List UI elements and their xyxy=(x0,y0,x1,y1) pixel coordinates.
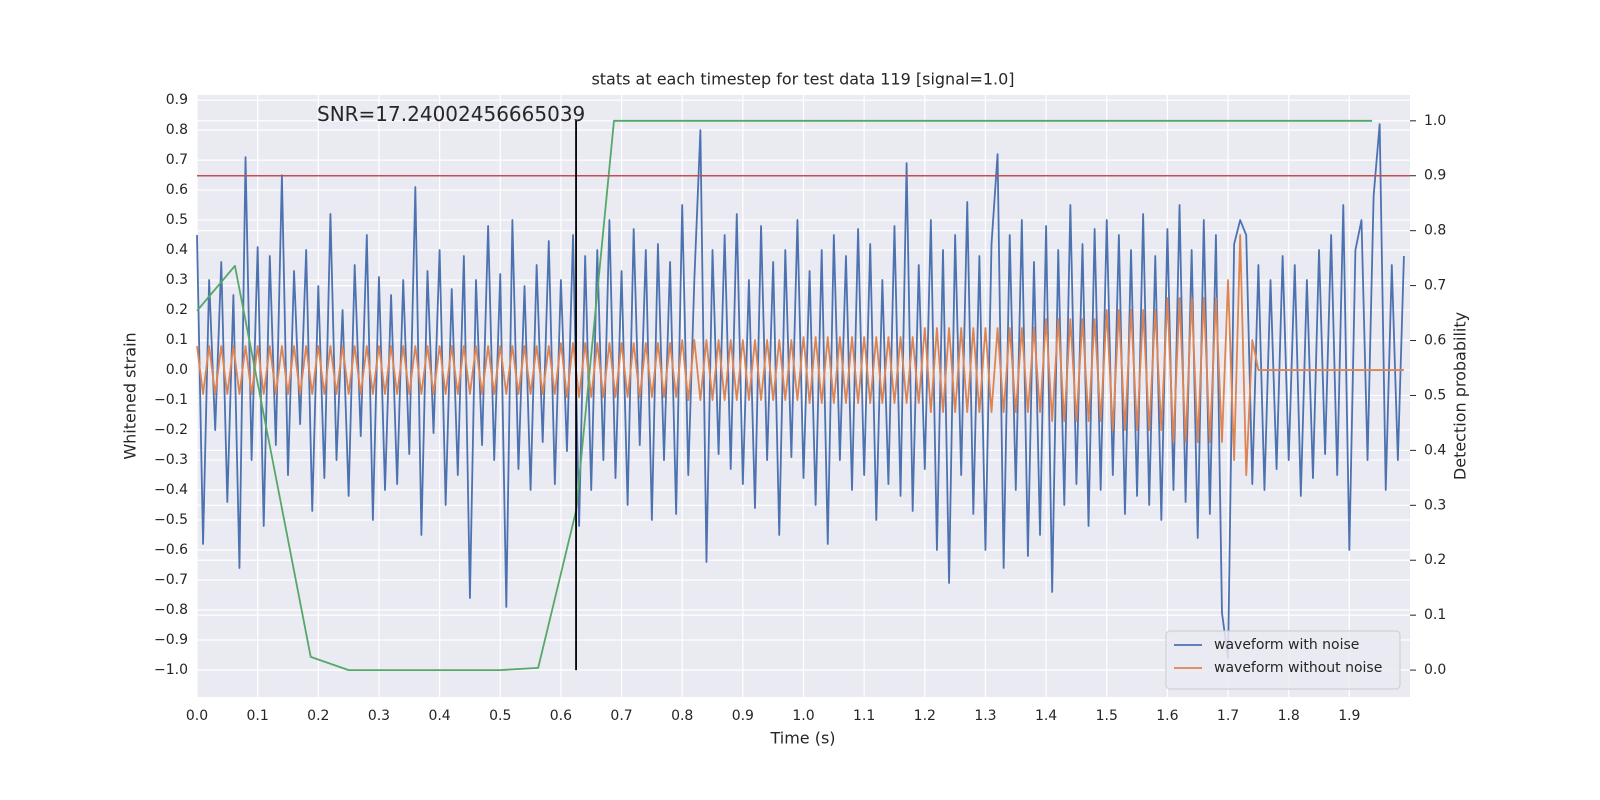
x-tick-label: 1.7 xyxy=(1217,708,1239,724)
y-tick-label: −0.6 xyxy=(154,542,188,558)
x-tick-label: 1.0 xyxy=(792,708,814,724)
x-tick-label: 0.6 xyxy=(550,708,572,724)
snr-annotation: SNR=17.24002456665039 xyxy=(317,102,585,126)
y-axis-label: Whitened strain xyxy=(121,332,140,459)
x-tick-label: 0.2 xyxy=(307,708,329,724)
y2-tick-label: 0.8 xyxy=(1424,223,1446,239)
y-tick-label: 0.1 xyxy=(166,332,188,348)
y-tick-label: −0.8 xyxy=(154,602,188,618)
series-line xyxy=(196,234,1404,476)
y-tick-label: 0.2 xyxy=(166,302,188,318)
x-tick-label: 1.3 xyxy=(974,708,996,724)
y2-tick-label: 0.2 xyxy=(1424,552,1446,568)
series-line xyxy=(196,119,1373,671)
y-tick-label: 0.9 xyxy=(166,92,188,108)
y-tick-label: 0.4 xyxy=(166,242,188,258)
x-tick-label: 0.7 xyxy=(610,708,632,724)
series-line xyxy=(196,123,1405,659)
x-tick-label: 1.2 xyxy=(914,708,936,724)
legend-box xyxy=(1165,630,1401,690)
y-tick-label: −0.2 xyxy=(154,422,188,438)
y-tick-label: −1.0 xyxy=(154,662,188,678)
x-tick-label: 0.0 xyxy=(186,708,208,724)
y-tick-label: 0.6 xyxy=(166,182,188,198)
y-tick-label: −0.1 xyxy=(154,392,188,408)
x-tick-label: 0.1 xyxy=(247,708,269,724)
y2-tick-label: 0.7 xyxy=(1424,278,1446,294)
y2-tick-label: 0.5 xyxy=(1424,387,1446,403)
x-tick-label: 1.4 xyxy=(1035,708,1057,724)
chart-title: stats at each timestep for test data 119… xyxy=(591,70,1014,89)
x-axis-label: Time (s) xyxy=(769,729,835,748)
x-tick-label: 0.9 xyxy=(732,708,754,724)
y-tick-label: −0.5 xyxy=(154,512,188,528)
y2-tick-label: 0.4 xyxy=(1424,442,1446,458)
x-tick-label: 0.8 xyxy=(671,708,693,724)
y-tick-label: −0.3 xyxy=(154,452,188,468)
y-tick-label: 0.5 xyxy=(166,212,188,228)
legend-label: waveform with noise xyxy=(1214,637,1359,653)
y-tick-label: −0.4 xyxy=(154,482,188,498)
y-tick-label: 0.7 xyxy=(166,152,188,168)
y2-tick-label: 0.6 xyxy=(1424,333,1446,349)
y2-tick-label: 0.3 xyxy=(1424,497,1446,513)
y-tick-label: −0.7 xyxy=(154,572,188,588)
y-tick-label: −0.9 xyxy=(154,632,188,648)
y2-tick-label: 0.9 xyxy=(1424,168,1446,184)
x-tick-label: 0.5 xyxy=(489,708,511,724)
x-tick-label: 1.8 xyxy=(1278,708,1300,724)
y2-tick-label: 1.0 xyxy=(1424,113,1446,129)
x-tick-label: 1.6 xyxy=(1156,708,1178,724)
y-tick-label: 0.3 xyxy=(166,272,188,288)
y-tick-label: 0.8 xyxy=(166,122,188,138)
x-tick-label: 1.1 xyxy=(853,708,875,724)
legend-label: waveform without noise xyxy=(1214,660,1382,676)
y2-tick-label: 0.0 xyxy=(1424,662,1446,678)
y2-tick-label: 0.1 xyxy=(1424,607,1446,623)
x-tick-label: 0.3 xyxy=(368,708,390,724)
y-tick-label: 0.0 xyxy=(166,362,188,378)
y2-axis-label: Detection probability xyxy=(1451,312,1470,480)
x-tick-label: 0.4 xyxy=(428,708,450,724)
x-tick-label: 1.9 xyxy=(1338,708,1360,724)
x-tick-label: 1.5 xyxy=(1096,708,1118,724)
